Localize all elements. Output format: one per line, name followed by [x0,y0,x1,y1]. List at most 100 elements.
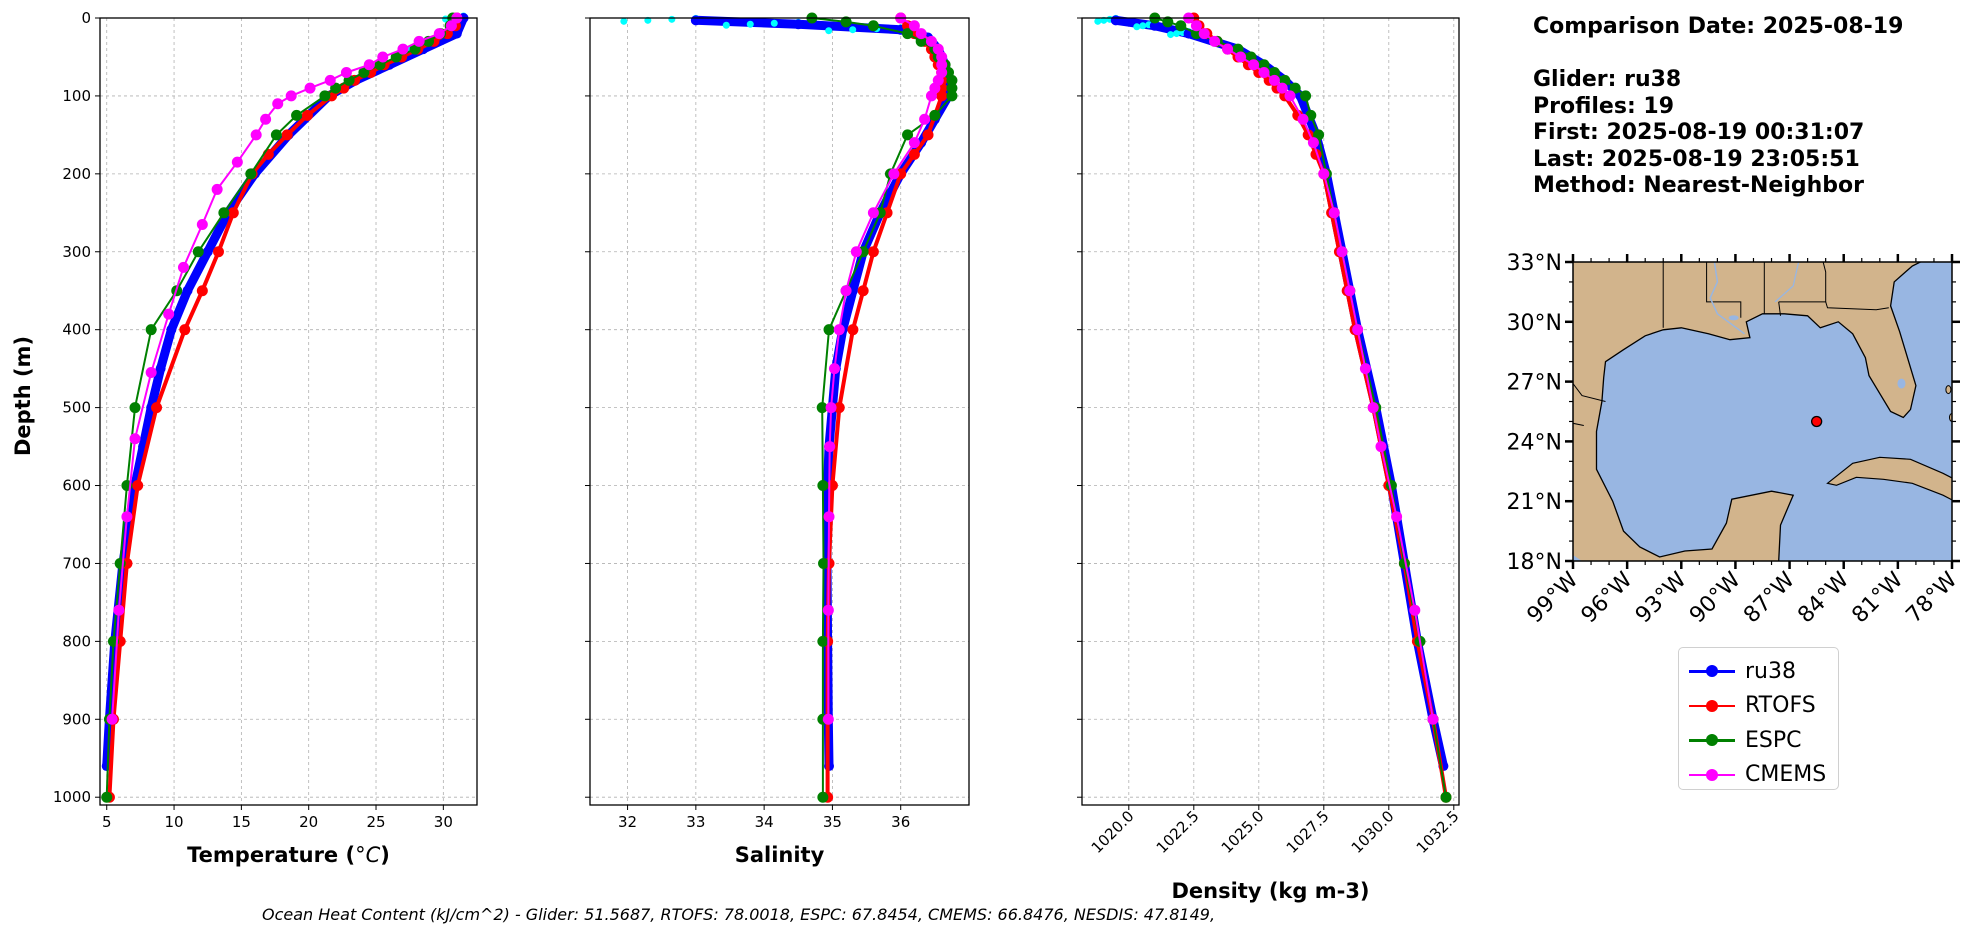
glider-raw-point [1133,23,1141,31]
gulf-of-mexico [1595,262,1952,561]
cmems-point [413,35,425,47]
cmems-point [925,90,937,102]
cmems-point [1198,28,1210,40]
cmems-point [908,20,920,32]
rtofs-point [857,285,869,297]
rtofs-point [151,402,163,414]
espc-point [270,129,282,141]
rtofs-point [227,207,239,219]
cmems-point [822,713,834,725]
espc-point [129,402,141,414]
bahamas-island [1960,388,1965,396]
cmems-point [145,367,157,379]
y-tick-label: 700 [62,554,91,572]
y-tick-label: 600 [62,477,91,495]
cmems-point [936,59,948,71]
x-tick-label: 25 [366,813,385,831]
rtofs-point [908,148,920,160]
axes-frame [589,17,970,806]
cmems-point [1328,207,1340,219]
x-tick-label: 33 [686,813,705,831]
political-border [1573,382,1606,402]
cmems-point [1307,137,1319,149]
cmems-point [1367,402,1379,414]
cmems-point [304,82,316,94]
cmems-point [231,156,243,168]
cmems-point [833,324,845,336]
glider-raw-point [1173,30,1181,38]
legend-swatch [1687,730,1737,750]
legend-label: ru38 [1745,658,1796,684]
espc-point [946,82,958,94]
espc-point [358,67,370,79]
glider-raw-point [722,21,730,29]
cmems-point [1276,82,1288,94]
political-border [1825,301,1889,311]
ru38-point [690,15,701,26]
cmems-point [1359,363,1371,375]
political-border [1695,560,1697,561]
glider-raw-point [668,15,676,23]
rtofs-point [212,246,224,258]
lon-label: 90°W [1685,567,1746,628]
espc-point [817,480,829,492]
x-tick-label: 1022.5 [1153,807,1203,857]
cmems-point [113,604,125,616]
x-tick-label: 20 [299,813,318,831]
legend-item-rtofs: RTOFS [1679,689,1838,724]
rtofs-point [281,129,293,141]
cmems-point [1375,441,1387,453]
espc-point [1440,791,1452,803]
y-tick-label: 0 [81,9,91,27]
map-body [1573,262,1965,561]
legend-swatch [1687,696,1737,716]
y-tick-label: 300 [62,243,91,261]
glider-raw-point [1094,17,1102,25]
ru38-point [182,285,193,296]
glider-raw-point [1139,22,1147,30]
espc-point [823,324,835,336]
espc-point [1268,67,1280,79]
cmems-point [1268,74,1280,86]
cmems-point [340,67,352,79]
cmems-point [250,129,262,141]
ocean-heat-content-caption: Ocean Heat Content (kJ/cm^2) - Glider: 5… [262,905,1216,924]
cmems-point [1190,20,1202,32]
x-tick-label: 5 [102,813,112,831]
legend-item-cmems: CMEMS [1679,758,1838,793]
location-map: 33°N 30°N 27°N 24°N 21°N 18°N99°W96°W93°W90°W… [1507,251,1965,628]
x-tick-label: 30 [434,813,453,831]
x-tick-label: 15 [232,813,251,831]
cmems-point [106,713,118,725]
espc-point [818,557,830,569]
political-border [1573,422,1584,426]
legend-label: ESPC [1745,727,1802,753]
espc-point [1162,16,1174,28]
espc-point [817,791,829,803]
cmems-point [397,43,409,55]
cmems-point [196,218,208,230]
cmems-point [936,51,948,63]
espc-point [867,20,879,32]
cmems-point [363,59,375,71]
ru38-point [202,246,213,257]
espc-point [1289,82,1301,94]
legend: ru38 RTOFS ESPC CMEMS [1678,647,1839,790]
cmems-point [1391,511,1403,523]
espc-point [330,82,342,94]
x-axis-label: Density (kg m-3) [1171,879,1369,903]
method: Method: Nearest-Neighbor [1533,173,1864,198]
cmems-point [1427,713,1439,725]
espc-point [946,90,958,102]
cmems-point [915,28,927,40]
lon-label: 78°W [1902,567,1963,628]
x-tick-label: 10 [165,813,184,831]
cmems-point [823,511,835,523]
espc-point [218,207,230,219]
glider-raw-point [746,20,754,28]
rtofs-point [867,246,879,258]
comparison-info: Comparison Date: 2025-08-19 Glider: ru38… [1533,14,1903,200]
x-tick-label: 32 [618,813,637,831]
bahamas-island [1955,443,1960,451]
